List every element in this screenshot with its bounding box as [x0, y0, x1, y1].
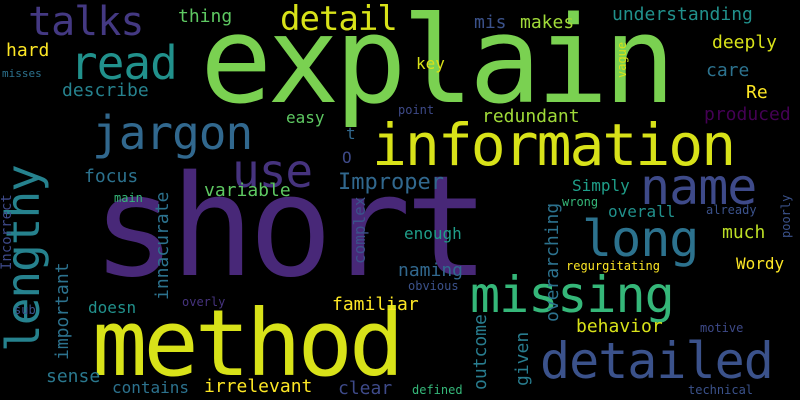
word-long: long — [582, 210, 699, 268]
word-Incorrect: Incorrect — [0, 194, 15, 270]
word-Simply: Simply — [572, 176, 630, 195]
word-use: use — [232, 144, 313, 198]
word-given: given — [512, 331, 533, 386]
word-overly: overly — [182, 295, 226, 309]
word-point: point — [398, 103, 435, 117]
word-t: t — [346, 124, 356, 143]
word-easy: easy — [286, 108, 325, 127]
word-method: method — [92, 290, 404, 397]
word-familiar: familiar — [332, 294, 419, 315]
word-makes: makes — [520, 12, 575, 33]
word-obvious: obvious — [408, 279, 459, 293]
word-detail: detail — [280, 0, 398, 39]
word-deeply: deeply — [712, 32, 778, 53]
word-outcome: outcome — [470, 314, 491, 390]
word-defined: defined — [412, 383, 463, 397]
word-main: main — [114, 191, 143, 205]
word-O: O — [342, 148, 352, 167]
word-name: name — [640, 158, 757, 216]
word-irrelevant: irrelevant — [204, 376, 313, 397]
word-vague: vague — [615, 41, 629, 78]
word-key: key — [416, 54, 445, 73]
word-talks: talks — [28, 0, 144, 45]
word-focus: focus — [84, 166, 139, 187]
word-much: much — [722, 222, 766, 243]
word-regurgitating: regurgitating — [566, 259, 660, 273]
word-hard: hard — [6, 40, 50, 61]
word-thing: thing — [178, 6, 233, 27]
word-clear: clear — [338, 378, 393, 399]
word-read: read — [70, 36, 178, 90]
word-naming: naming — [398, 260, 464, 281]
word-sub: sub — [14, 303, 36, 317]
word-describe: describe — [62, 80, 149, 101]
word-overall: overall — [608, 202, 676, 221]
word-redundant: redundant — [482, 106, 580, 127]
word-enough: enough — [404, 224, 462, 243]
word-doesn: doesn — [88, 298, 137, 317]
word-poorly: poorly — [779, 194, 793, 238]
word-mis: mis — [474, 12, 507, 33]
word-care: care — [706, 60, 750, 81]
word-misses: misses — [2, 67, 42, 80]
word-detailed: detailed — [540, 332, 774, 390]
word-wrong: wrong — [562, 195, 599, 209]
word-technical: technical — [688, 383, 754, 397]
word-short: short — [92, 146, 489, 309]
word-innacurate: innacurate — [152, 191, 173, 300]
word-Improper: Improper — [338, 170, 444, 195]
word-jargon: jargon — [92, 106, 253, 160]
word-important: important — [52, 262, 73, 360]
word-explain: explain — [200, 0, 676, 131]
word-already: already — [706, 203, 757, 217]
word-Re: Re — [746, 82, 768, 103]
word-complex: complex — [350, 196, 369, 264]
word-sense: sense — [46, 366, 101, 387]
word-behavior: behavior — [576, 316, 663, 337]
word-variable: variable — [204, 180, 291, 201]
word-contains: contains — [112, 378, 190, 397]
word-understanding: understanding — [612, 4, 753, 25]
word-missing: missing — [470, 266, 675, 324]
word-information: information — [372, 111, 736, 179]
word-produced: produced — [704, 104, 791, 125]
word-motive: motive — [700, 321, 744, 335]
word-overarching: overarching — [542, 202, 563, 322]
word-Wordy: Wordy — [736, 254, 785, 273]
